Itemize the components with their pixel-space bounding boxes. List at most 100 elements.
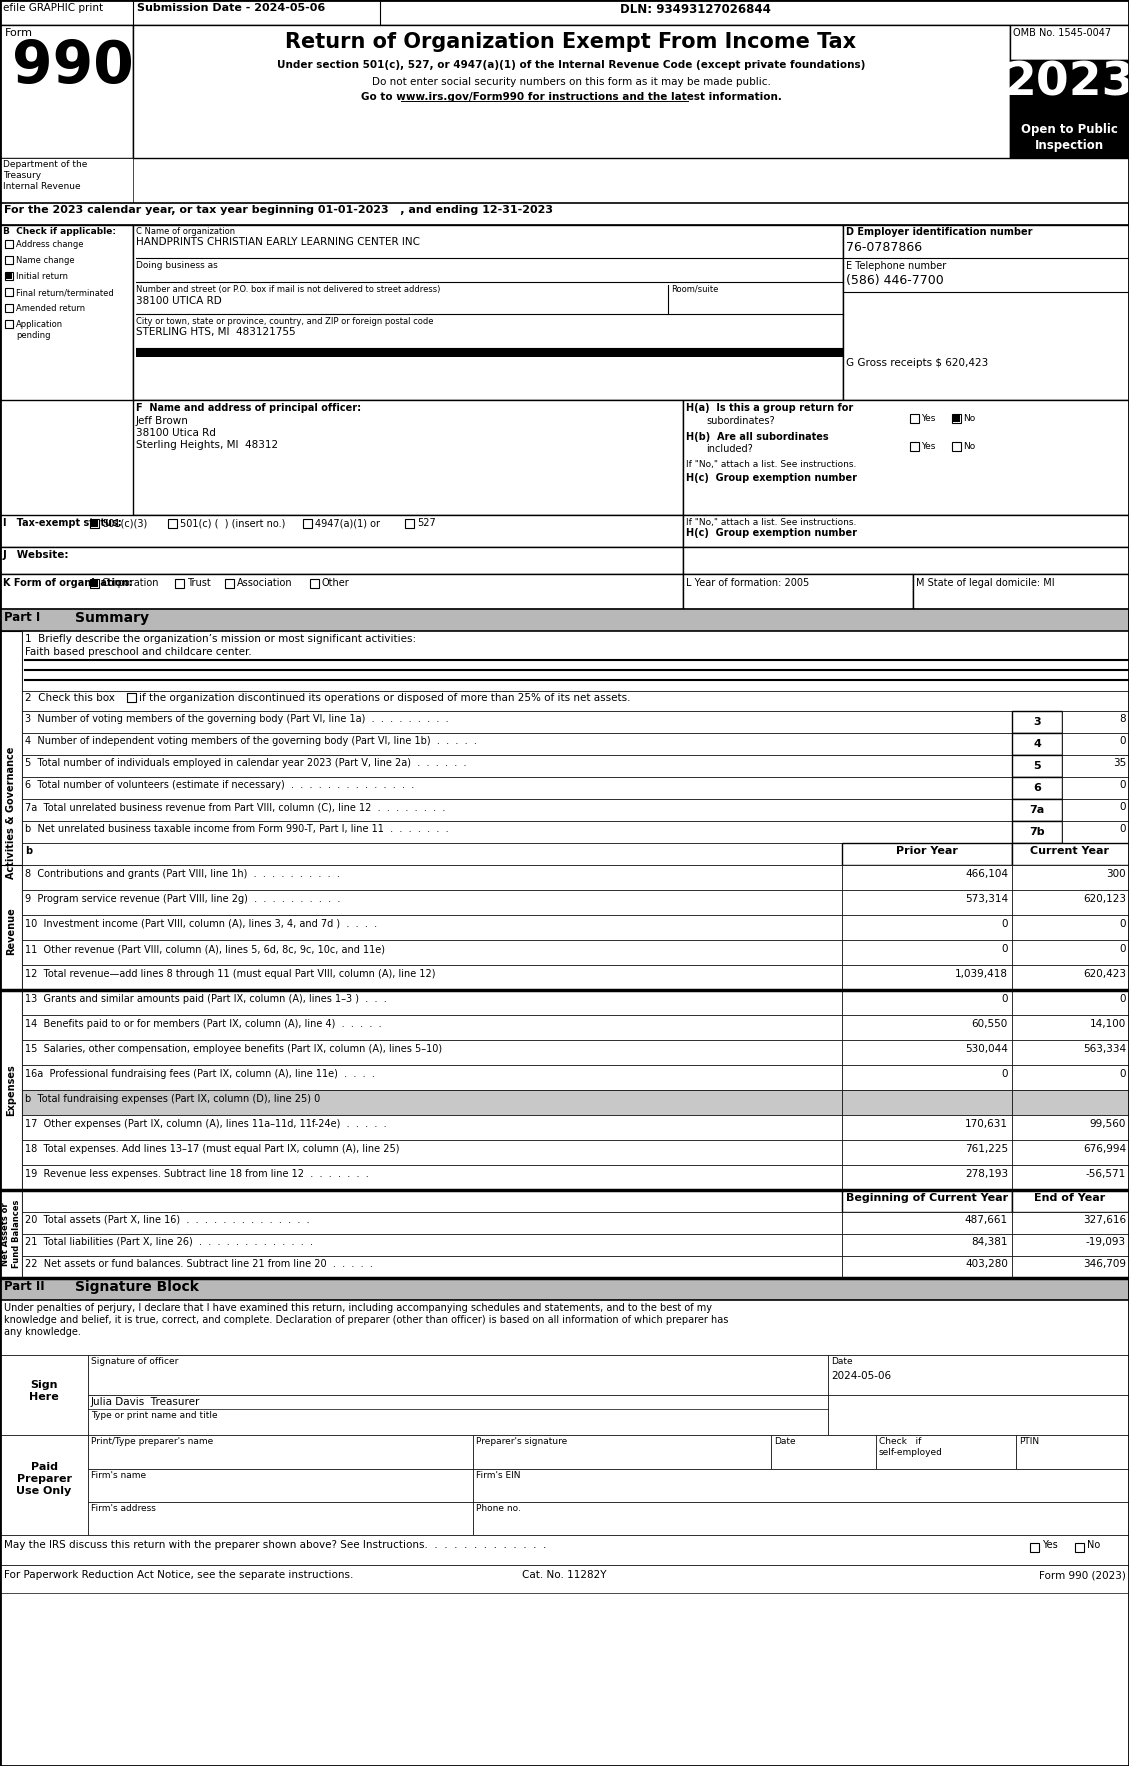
Bar [842, 1015, 1012, 1040]
Text: 38100 Utica Rd: 38100 Utica Rd [135, 427, 216, 438]
Bar [842, 1065, 1012, 1090]
Bar [1062, 798, 1129, 821]
Text: OMB No. 1545-0047: OMB No. 1545-0047 [1013, 28, 1111, 39]
Text: No: No [1087, 1540, 1101, 1551]
Text: Expenses: Expenses [6, 1065, 16, 1116]
Text: Under section 501(c), 527, or 4947(a)(1) of the Internal Revenue Code (except pr: Under section 501(c), 527, or 4947(a)(1)… [277, 60, 865, 71]
Text: Form 990 (2023): Form 990 (2023) [1039, 1570, 1126, 1581]
Text: May the IRS discuss this return with the preparer shown above? See Instructions.: May the IRS discuss this return with the… [5, 1540, 546, 1551]
Text: C Name of organization: C Name of organization [135, 228, 235, 237]
Bar [842, 964, 1012, 991]
Text: Amended return: Amended return [16, 304, 85, 313]
Text: For Paperwork Reduction Act Notice, see the separate instructions.: For Paperwork Reduction Act Notice, see … [5, 1570, 353, 1581]
Text: 99,560: 99,560 [1089, 1120, 1126, 1128]
Bar [1012, 1190, 1129, 1211]
Bar [953, 415, 960, 422]
Text: No: No [963, 442, 975, 450]
Bar [1010, 120, 1129, 157]
Bar [842, 1090, 1012, 1114]
Bar [1012, 821, 1062, 842]
Bar [842, 991, 1012, 1015]
Text: 327,616: 327,616 [1083, 1215, 1126, 1226]
Bar [842, 1114, 1012, 1141]
Text: Application
pending: Application pending [16, 320, 63, 341]
Text: included?: included? [706, 443, 753, 454]
Bar [910, 413, 919, 424]
Bar [683, 516, 1129, 547]
Bar [5, 240, 14, 247]
Bar [0, 865, 21, 998]
Bar [1062, 712, 1129, 733]
Bar [21, 1065, 842, 1090]
Bar [21, 756, 1012, 777]
Bar [473, 1503, 1129, 1535]
Bar [952, 413, 961, 424]
Text: Firm's EIN: Firm's EIN [476, 1471, 520, 1480]
Text: ✓: ✓ [91, 519, 98, 528]
Text: Submission Date - 2024-05-06: Submission Date - 2024-05-06 [137, 4, 325, 12]
Bar [21, 1015, 842, 1040]
Text: ✓: ✓ [953, 413, 960, 424]
Text: STERLING HTS, MI  483121755: STERLING HTS, MI 483121755 [135, 327, 296, 337]
Text: Sterling Heights, MI  48312: Sterling Heights, MI 48312 [135, 440, 278, 450]
Text: Under penalties of perjury, I declare that I have examined this return, includin: Under penalties of perjury, I declare th… [5, 1303, 712, 1312]
Bar [1075, 1543, 1084, 1552]
Text: If "No," attach a list. See instructions.: If "No," attach a list. See instructions… [686, 517, 857, 526]
Text: Form: Form [5, 28, 33, 39]
Text: 3  Number of voting members of the governing body (Part VI, line 1a)  .  .  .  .: 3 Number of voting members of the govern… [25, 713, 448, 724]
Bar [21, 733, 1012, 756]
Bar [5, 272, 14, 281]
Text: For the 2023 calendar year, or tax year beginning 01-01-2023   , and ending 12-3: For the 2023 calendar year, or tax year … [5, 205, 553, 215]
Text: 4  Number of independent voting members of the governing body (Part VI, line 1b): 4 Number of independent voting members o… [25, 736, 476, 745]
Text: Firm's address: Firm's address [91, 1505, 156, 1513]
Text: 8  Contributions and grants (Part VIII, line 1h)  .  .  .  .  .  .  .  .  .  .: 8 Contributions and grants (Part VIII, l… [25, 869, 340, 879]
Bar [0, 203, 1129, 224]
Text: End of Year: End of Year [1034, 1194, 1105, 1203]
Text: 5: 5 [1033, 761, 1041, 772]
Bar [225, 579, 234, 588]
Text: I   Tax-exempt status:: I Tax-exempt status: [3, 517, 122, 528]
Text: 1,039,418: 1,039,418 [955, 970, 1008, 978]
Text: 990: 990 [12, 39, 133, 95]
Bar [21, 915, 842, 940]
Text: 12  Total revenue—add lines 8 through 11 (must equal Part VIII, column (A), line: 12 Total revenue—add lines 8 through 11 … [25, 970, 436, 978]
Text: 2  Check this box: 2 Check this box [25, 692, 115, 703]
Text: 563,334: 563,334 [1083, 1044, 1126, 1054]
Text: 11  Other revenue (Part VIII, column (A), lines 5, 6d, 8c, 9c, 10c, and 11e): 11 Other revenue (Part VIII, column (A),… [25, 945, 385, 954]
Bar [1012, 1090, 1129, 1114]
Text: 278,193: 278,193 [965, 1169, 1008, 1180]
Text: Department of the
Treasury
Internal Revenue: Department of the Treasury Internal Reve… [3, 161, 87, 191]
Bar [405, 519, 414, 528]
Bar [133, 401, 683, 516]
Text: Yes: Yes [921, 442, 935, 450]
Bar [133, 224, 843, 401]
Text: 7b: 7b [1030, 826, 1044, 837]
Bar [90, 579, 99, 588]
Text: Paid
Preparer
Use Only: Paid Preparer Use Only [17, 1462, 71, 1496]
Text: Phone no.: Phone no. [476, 1505, 520, 1513]
Text: 0: 0 [1001, 1068, 1008, 1079]
Text: D Employer identification number: D Employer identification number [846, 228, 1033, 237]
Text: City or town, state or province, country, and ZIP or foreign postal code: City or town, state or province, country… [135, 318, 434, 327]
Bar [683, 547, 1129, 574]
Bar [21, 1211, 842, 1234]
Text: 0: 0 [1120, 736, 1126, 745]
Bar [1030, 1543, 1039, 1552]
Text: b  Net unrelated business taxable income from Form 990-T, Part I, line 11  .  . : b Net unrelated business taxable income … [25, 825, 448, 834]
Bar [0, 1279, 1129, 1300]
Text: Type or print name and title: Type or print name and title [91, 1411, 218, 1420]
Bar [0, 547, 683, 574]
Text: 527: 527 [417, 517, 436, 528]
Text: H(a)  Is this a group return for: H(a) Is this a group return for [686, 403, 854, 413]
Bar [21, 1190, 842, 1211]
Bar [1012, 964, 1129, 991]
Text: knowledge and belief, it is true, correct, and complete. Declaration of preparer: knowledge and belief, it is true, correc… [5, 1316, 728, 1324]
Text: (586) 446-7700: (586) 446-7700 [846, 274, 944, 288]
Text: 0: 0 [1120, 825, 1126, 834]
Text: Activities & Governance: Activities & Governance [6, 747, 16, 879]
Text: 620,423: 620,423 [1083, 970, 1126, 978]
Bar [0, 0, 1129, 25]
Text: Address change: Address change [16, 240, 84, 249]
Text: 487,661: 487,661 [965, 1215, 1008, 1226]
Text: 21  Total liabilities (Part X, line 26)  .  .  .  .  .  .  .  .  .  .  .  .  .: 21 Total liabilities (Part X, line 26) .… [25, 1236, 313, 1247]
